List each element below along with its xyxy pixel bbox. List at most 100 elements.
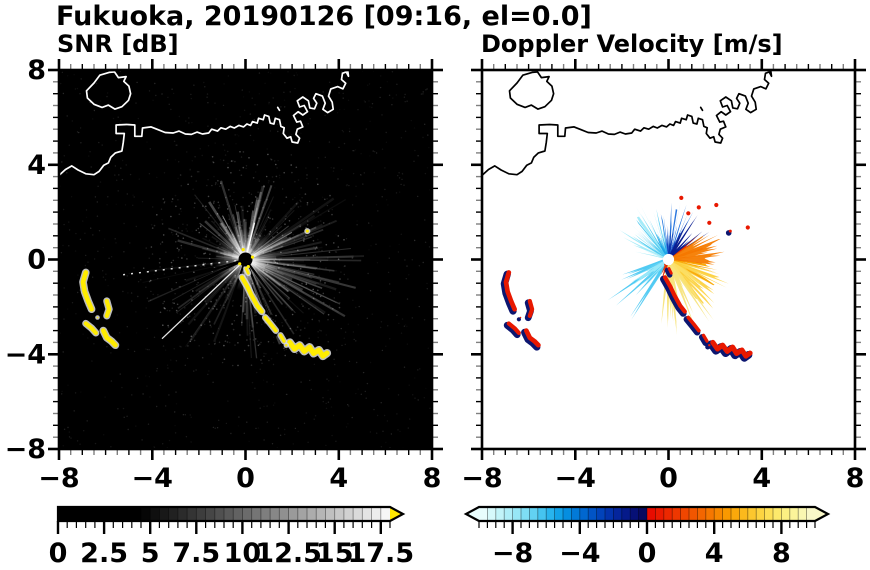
colorbar-segment — [806, 507, 816, 521]
colorbar-segment — [76, 507, 87, 521]
colorbar-left-arrow — [466, 507, 479, 521]
ship-echo — [96, 316, 99, 319]
colorbar-segment — [563, 507, 572, 521]
ship-echo — [698, 334, 709, 346]
figure-title: Fukuoka, 20190126 [09:16, el=0.0] — [56, 1, 592, 32]
colorbar-tick-label: 0 — [49, 538, 68, 569]
colorbar-segment — [479, 507, 488, 521]
ship-echo — [100, 328, 118, 348]
colorbar-segment — [131, 507, 142, 521]
colorbar-segment — [168, 507, 179, 521]
y-tick-label: 0 — [27, 245, 46, 276]
colorbar-segment — [307, 507, 317, 521]
vel-map — [482, 70, 855, 449]
ship-echo — [728, 229, 732, 233]
colorbar-segment — [588, 507, 597, 521]
x-tick-label: 4 — [752, 463, 771, 494]
doppler-sector — [631, 259, 669, 286]
coastline — [59, 70, 350, 177]
doppler-sector — [668, 259, 702, 298]
doppler-sector — [654, 231, 669, 260]
doppler-sector — [668, 234, 725, 265]
colorbar-segment — [279, 507, 289, 521]
colorbar-segment — [731, 507, 740, 521]
colorbar-tick-label: 5 — [141, 538, 160, 569]
colorbar-segment — [85, 507, 96, 521]
doppler-spike — [670, 215, 698, 256]
colorbar-tick-label: 7.5 — [172, 538, 220, 569]
colorbar-segment — [495, 507, 505, 521]
ship-echo — [503, 270, 517, 312]
doppler-spike — [672, 240, 690, 257]
colorbar-segment — [122, 507, 133, 521]
x-tick-label: 4 — [329, 463, 348, 494]
x-tick-label: −4 — [555, 463, 596, 494]
colorbar-tick-label: 15 — [316, 538, 354, 569]
colorbar-segment — [270, 507, 280, 521]
colorbar-segment — [605, 507, 614, 521]
x-tick-label: 8 — [423, 463, 442, 494]
ship-echo — [503, 321, 521, 339]
colorbar-segment — [251, 507, 262, 521]
colorbar-segment — [504, 507, 513, 521]
doppler-sector — [632, 209, 669, 260]
colorbar-segment — [297, 507, 308, 521]
vel-speck — [745, 225, 750, 230]
ship-echo — [516, 317, 522, 322]
vel-panel-title: Doppler Velocity [m/s] — [481, 30, 783, 58]
doppler-spike — [671, 233, 692, 256]
snr-panel-title: SNR [dB] — [57, 30, 179, 58]
colorbar-segment — [613, 507, 623, 521]
colorbar-segment — [343, 507, 354, 521]
colorbar-segment — [579, 507, 589, 521]
colorbar-segment — [571, 507, 581, 521]
colorbar-segment — [104, 507, 114, 521]
doppler-spike — [635, 262, 666, 296]
x-tick-label: −8 — [38, 463, 79, 494]
vel-axes: −8 −4 0 4 8 — [461, 59, 866, 494]
colorbar-segment — [739, 507, 749, 521]
doppler-spike — [669, 264, 694, 314]
doppler-spike — [661, 264, 667, 275]
colorbar-segment — [214, 507, 225, 521]
colorbar-segment — [663, 507, 673, 521]
radar-center-disk — [238, 252, 253, 267]
colorbar-segment — [554, 507, 564, 521]
colorbar-segment — [546, 507, 555, 521]
ship-echo — [667, 267, 673, 275]
colorbar-segment — [94, 507, 105, 521]
colorbar-segment — [764, 507, 774, 521]
colorbar-tick-label: 8 — [772, 538, 791, 569]
colorbar-segment — [672, 507, 681, 521]
ship-echo — [683, 316, 701, 336]
colorbar-segment — [316, 507, 326, 521]
y-tick-label: −4 — [5, 339, 46, 370]
colorbar-segment — [773, 507, 782, 521]
colorbar-segment — [380, 507, 391, 521]
ship-echo — [662, 275, 687, 314]
colorbar-tick-label: 0 — [638, 538, 657, 569]
ship-echo — [104, 298, 112, 318]
snr-axes: −8 −4 0 4 8 8 4 0 −4 −8 — [5, 55, 443, 494]
colorbar-tick-label: 2.5 — [80, 538, 128, 569]
doppler-spike — [670, 263, 709, 322]
ship-echo — [506, 321, 521, 335]
colorbar-tick-label: −4 — [559, 538, 600, 569]
colorbar-segment — [537, 507, 547, 521]
colorbar-segment — [521, 507, 530, 521]
colorbar-segment — [621, 507, 631, 521]
colorbar-segment — [58, 507, 68, 521]
colorbar-segment — [325, 507, 336, 521]
colorbar-segment — [781, 507, 791, 521]
colorbar-segment — [67, 507, 77, 521]
x-tick-label: 8 — [846, 463, 865, 494]
colorbar-segment — [353, 507, 363, 521]
x-tick-label: −4 — [132, 463, 173, 494]
doppler-spike — [631, 263, 667, 320]
colorbar-segment — [242, 507, 253, 521]
colorbar-segment — [334, 507, 345, 521]
ship-echo — [80, 270, 94, 312]
colorbar-segment — [655, 507, 665, 521]
y-tick-label: −8 — [5, 434, 46, 465]
